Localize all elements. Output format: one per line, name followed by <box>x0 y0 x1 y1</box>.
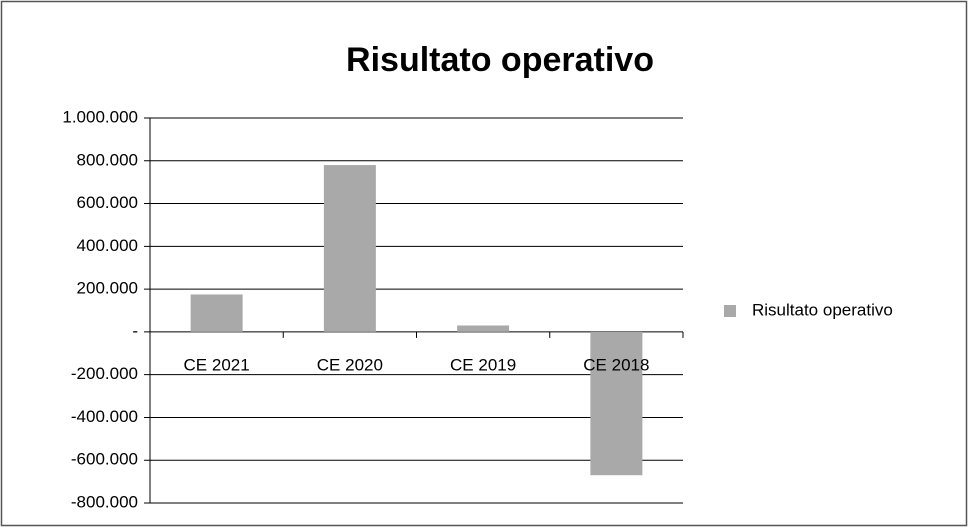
y-tick-label: -200.000 <box>71 364 138 383</box>
y-tick-label: 200.000 <box>77 279 138 298</box>
y-tick-label: - <box>132 321 138 340</box>
y-tick-label: -400.000 <box>71 407 138 426</box>
legend-swatch <box>724 305 736 317</box>
y-tick-label: -600.000 <box>71 450 138 469</box>
x-tick-label: CE 2019 <box>450 355 516 374</box>
x-tick-label: CE 2021 <box>184 355 250 374</box>
y-tick-label: 600.000 <box>77 193 138 212</box>
y-tick-label: -800.000 <box>71 492 138 511</box>
y-tick-label: 800.000 <box>77 150 138 169</box>
y-tick-label: 1.000.000 <box>62 107 138 126</box>
bar <box>457 325 510 332</box>
chart-title: Risultato operativo <box>346 41 654 79</box>
x-tick-label: CE 2018 <box>583 355 649 374</box>
bar <box>590 331 643 476</box>
legend-label: Risultato operativo <box>752 300 893 319</box>
bar <box>323 165 376 332</box>
bar <box>190 294 243 332</box>
x-tick-label: CE 2020 <box>317 355 383 374</box>
y-tick-label: 400.000 <box>77 236 138 255</box>
